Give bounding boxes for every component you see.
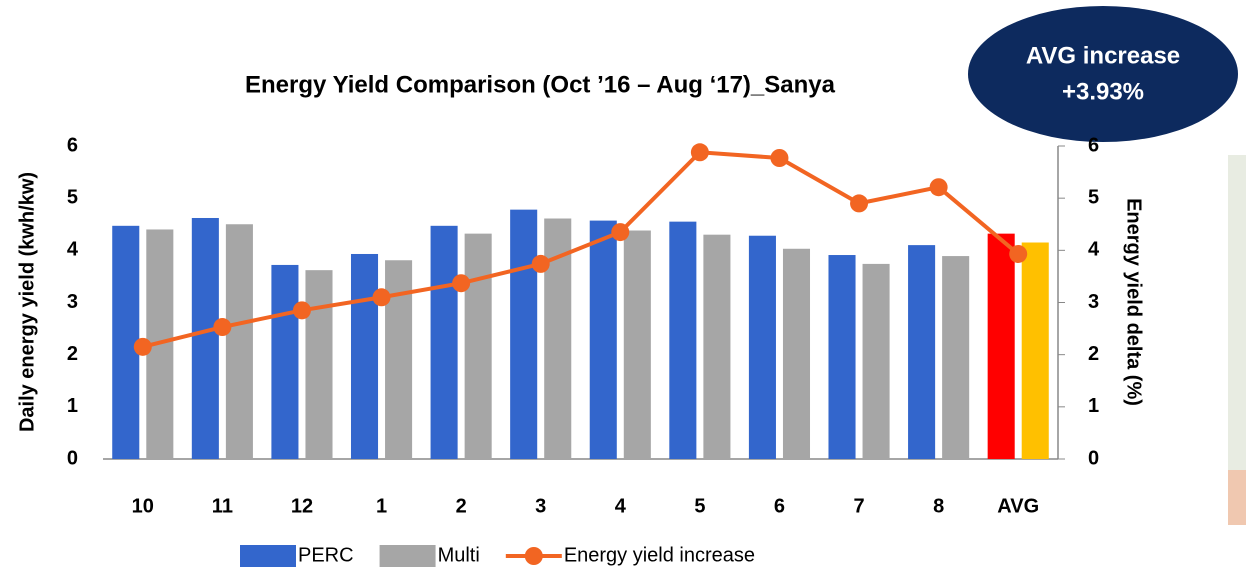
line-marker	[133, 337, 152, 356]
legend-swatch	[240, 545, 296, 567]
x-tick-label: 5	[694, 495, 705, 517]
x-tick-label: 12	[291, 495, 313, 517]
line-marker	[531, 254, 550, 273]
x-tick-label: AVG	[997, 495, 1039, 517]
bar	[225, 224, 253, 459]
x-tick-label: 7	[853, 495, 864, 517]
line-marker	[690, 143, 709, 162]
legend-swatch	[379, 545, 436, 567]
bar	[112, 225, 140, 459]
y-tick-label: 5	[67, 186, 78, 208]
line-marker	[929, 178, 948, 197]
x-tick-label: 2	[456, 495, 467, 517]
x-tick-label: 10	[132, 495, 154, 517]
bar	[305, 270, 333, 459]
legend-label: Energy yield increase	[564, 544, 755, 566]
x-tick-label: 4	[615, 495, 627, 517]
bar	[350, 253, 379, 459]
line-marker	[1009, 244, 1028, 263]
annotation: AVG increase	[1026, 42, 1180, 69]
bar	[510, 209, 538, 459]
bar	[271, 264, 299, 459]
y2-tick-label: 6	[1088, 134, 1099, 156]
x-tick-label: 6	[774, 495, 785, 517]
legend-swatch	[524, 547, 543, 565]
y-tick-label: 4	[67, 239, 79, 261]
line-marker	[213, 318, 232, 337]
y-axis-title: Daily energy yield (kwh/kw)	[16, 172, 38, 432]
bar	[782, 248, 811, 459]
legend-label: PERC	[298, 544, 354, 566]
y-tick-label: 1	[67, 395, 78, 417]
bar	[828, 255, 856, 459]
line-marker	[850, 194, 869, 213]
annotation-bubble	[968, 6, 1238, 142]
line-marker	[292, 301, 311, 320]
bar	[1021, 242, 1049, 459]
y-tick-label: 0	[67, 447, 78, 469]
bar	[191, 217, 219, 459]
bar	[748, 235, 776, 459]
legend-label: Multi	[438, 544, 480, 566]
line	[142, 150, 1020, 349]
background-image-edge	[1228, 155, 1246, 525]
bar	[942, 256, 970, 459]
bar	[987, 233, 1015, 459]
x-tick-label: 3	[535, 495, 546, 517]
bar	[623, 230, 651, 459]
line-marker	[452, 274, 471, 293]
y2-tick-label: 3	[1088, 291, 1099, 313]
bar	[385, 260, 413, 459]
line-marker	[611, 223, 630, 242]
x-tick-label: 1	[376, 495, 387, 517]
bar	[464, 233, 492, 459]
bar	[669, 221, 697, 459]
y2-axis-title: Energy yield delta (%)	[1123, 198, 1145, 406]
y2-tick-label: 1	[1088, 395, 1099, 417]
y-tick-label: 6	[67, 134, 78, 156]
line-marker	[770, 148, 789, 167]
y2-tick-label: 2	[1088, 343, 1099, 365]
bar	[862, 263, 890, 459]
line-marker	[372, 288, 391, 307]
chart-title: Energy Yield Comparison (Oct ’16 – Aug ‘…	[245, 71, 836, 98]
y2-tick-label: 0	[1088, 447, 1099, 469]
bar	[589, 220, 617, 459]
background-image-edge	[1228, 470, 1246, 525]
bar	[430, 225, 458, 459]
annotation: +3.93%	[1062, 78, 1144, 105]
y2-tick-label: 5	[1088, 186, 1099, 208]
bar	[908, 245, 936, 459]
y-tick-label: 2	[67, 343, 78, 365]
x-tick-label: 8	[933, 495, 944, 517]
x-tick-label: 11	[212, 495, 233, 517]
y-tick-label: 3	[67, 291, 78, 313]
bar	[703, 234, 731, 459]
y2-tick-label: 4	[1088, 239, 1100, 261]
